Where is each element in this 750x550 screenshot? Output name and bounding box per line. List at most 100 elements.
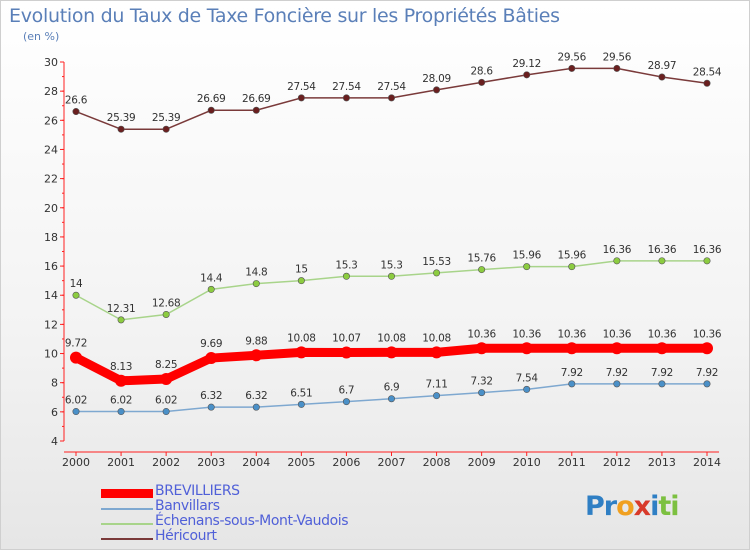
data-point (117, 408, 125, 416)
data-label: 10.36 (558, 328, 587, 340)
data-point (72, 408, 80, 416)
data-label: 6.51 (290, 387, 312, 399)
data-label: 10.07 (332, 333, 361, 345)
y-tick-label: 6 (51, 406, 58, 419)
data-point (433, 392, 441, 400)
data-point (252, 280, 260, 288)
data-label: 9.88 (245, 335, 267, 347)
data-point (520, 342, 533, 355)
data-label: 7.92 (696, 367, 718, 379)
data-label: 9.72 (65, 338, 87, 350)
data-point (207, 403, 215, 411)
data-label: 7.92 (651, 367, 673, 379)
data-point (658, 257, 666, 265)
data-point (475, 342, 488, 355)
data-point (162, 408, 170, 416)
data-label: 9.69 (200, 338, 222, 350)
data-label: 28.54 (693, 66, 722, 78)
data-label: 7.54 (516, 372, 539, 384)
data-label: 26.69 (242, 93, 271, 105)
data-point (117, 316, 125, 324)
data-point (162, 310, 170, 318)
data-label: 14.4 (200, 272, 223, 284)
data-label: 27.54 (332, 81, 361, 93)
data-point (250, 349, 263, 362)
data-label: 25.39 (152, 112, 181, 124)
data-label: 8.25 (155, 359, 177, 371)
proxiti-logo: Proxiti (585, 491, 680, 522)
data-point (340, 346, 353, 359)
y-tick-label: 16 (44, 260, 58, 273)
data-point (297, 94, 305, 102)
data-point (342, 272, 350, 280)
x-tick-label: 2002 (152, 456, 180, 469)
data-label: 10.36 (603, 328, 632, 340)
data-point (72, 108, 80, 116)
axes: 4 6 8 10 12 14 16 18 20 22 24 26 28 30 2000 2001 2002 200… (44, 56, 721, 469)
data-point (658, 73, 666, 81)
legend-swatch (101, 489, 153, 498)
data-point (523, 71, 531, 79)
series-markers (70, 64, 713, 416)
logo-letter: i (650, 491, 659, 522)
data-label: 28.6 (471, 65, 494, 77)
data-label: 29.12 (512, 58, 541, 70)
y-tick-label: 18 (44, 231, 58, 244)
data-label: 6.02 (110, 395, 132, 407)
y-tick-label: 14 (44, 289, 58, 302)
data-point (205, 352, 218, 365)
data-label: 6.9 (384, 382, 400, 394)
y-tick-label: 28 (44, 85, 58, 98)
x-tick-label: 2006 (332, 456, 360, 469)
x-tick-label: 2013 (648, 456, 676, 469)
data-point (703, 257, 711, 265)
legend-label: Héricourt (155, 528, 217, 544)
y-tick-label: 20 (44, 202, 58, 215)
y-tick-label: 22 (44, 173, 58, 186)
legend-label: Banvillars (155, 498, 220, 514)
x-tick-label: 2008 (423, 456, 451, 469)
y-tick-label: 30 (44, 56, 58, 69)
data-label: 14.8 (245, 267, 267, 279)
y-axis-unit: (en %) (23, 30, 60, 43)
data-point (568, 64, 576, 72)
data-point (385, 346, 398, 359)
y-tick-label: 8 (51, 377, 58, 390)
data-point (115, 374, 128, 387)
data-point (252, 403, 260, 411)
data-label: 15.3 (335, 259, 357, 271)
data-point (387, 272, 395, 280)
data-label: 10.36 (693, 328, 722, 340)
data-label: 10.08 (377, 332, 406, 344)
logo-letter: x (633, 491, 651, 522)
data-point (207, 285, 215, 293)
data-point (478, 389, 486, 397)
data-point (478, 78, 486, 86)
data-point (117, 125, 125, 133)
data-point (658, 380, 666, 388)
y-tick-label: 26 (44, 114, 58, 127)
x-tick-label: 2009 (468, 456, 496, 469)
data-label: 12.31 (107, 303, 136, 315)
data-point (703, 79, 711, 87)
data-label: 10.08 (287, 332, 316, 344)
data-label: 6.32 (200, 390, 222, 402)
legend-label: Échenans-sous-Mont-Vaudois (155, 513, 349, 529)
legend-swatch (101, 508, 153, 510)
x-tick-label: 2001 (107, 456, 135, 469)
data-point (297, 277, 305, 285)
data-point (430, 346, 443, 359)
data-label: 6.02 (155, 395, 177, 407)
data-label: 15.3 (380, 259, 402, 271)
data-label: 10.36 (467, 328, 496, 340)
data-label: 6.32 (245, 390, 267, 402)
data-labels: 9.72 8.13 8.25 9.69 9.88 10.08 10.07 10.08 10.08… (65, 51, 722, 406)
x-tick-label: 2005 (287, 456, 315, 469)
data-label: 10.08 (422, 332, 451, 344)
data-label: 6.7 (339, 385, 355, 397)
data-label: 26.6 (65, 95, 88, 107)
x-tick-label: 2014 (693, 456, 721, 469)
data-point (433, 86, 441, 94)
x-tick-label: 2003 (197, 456, 225, 469)
data-label: 7.32 (471, 376, 493, 388)
